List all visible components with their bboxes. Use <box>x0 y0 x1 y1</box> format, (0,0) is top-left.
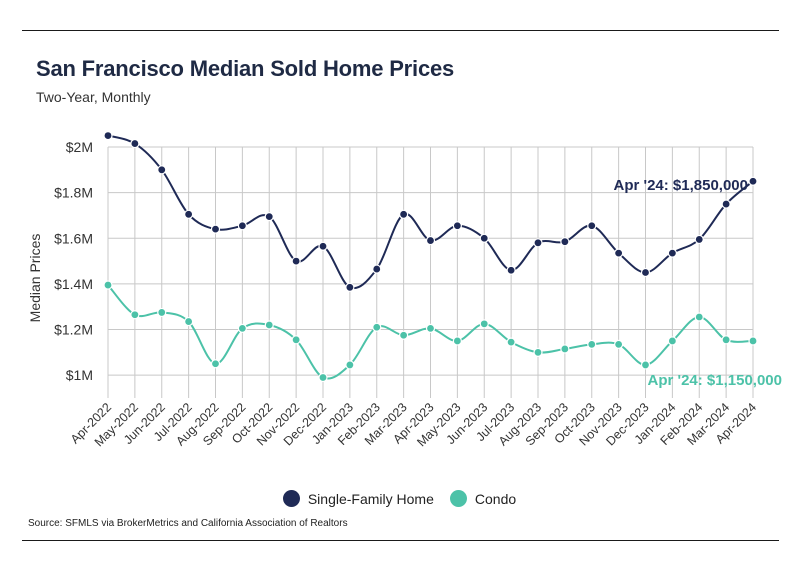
source-note: Source: SFMLS via BrokerMetrics and Cali… <box>28 518 348 529</box>
data-point-single-family <box>130 138 140 149</box>
data-point-single-family <box>291 256 301 266</box>
y-tick-label: $2M <box>66 139 93 155</box>
legend-swatch-condo <box>449 490 467 507</box>
legend-label-condo: Condo <box>474 490 517 507</box>
data-point-single-family <box>425 235 436 246</box>
y-tick-label: $1.4M <box>54 276 93 292</box>
data-point-condo <box>264 320 274 330</box>
y-axis-label: Median Prices <box>27 234 43 323</box>
y-tick-label: $1.2M <box>54 322 93 338</box>
y-tick-label: $1M <box>66 367 93 383</box>
data-point-single-family <box>318 241 328 251</box>
data-point-single-family <box>184 209 194 219</box>
chart-title: San Francisco Median Sold Home Prices <box>36 56 455 81</box>
data-point-condo <box>425 323 436 334</box>
data-point-condo <box>533 347 543 357</box>
data-point-single-family <box>210 224 221 234</box>
data-point-single-family <box>264 211 274 222</box>
data-point-single-family <box>452 221 462 231</box>
data-point-single-family <box>587 221 597 231</box>
data-point-condo <box>130 310 140 320</box>
data-point-condo <box>560 344 570 354</box>
data-point-single-family <box>694 234 704 245</box>
data-point-single-family <box>157 165 167 175</box>
data-point-single-family <box>533 238 543 248</box>
data-point-condo <box>452 336 462 346</box>
data-point-condo <box>345 360 355 370</box>
data-point-condo <box>103 280 113 290</box>
data-point-condo <box>667 336 677 346</box>
annotation-single-family: Apr '24: $1,850,000 <box>614 177 749 194</box>
data-point-condo <box>372 322 382 332</box>
chart-subtitle: Two-Year, Monthly <box>36 89 151 105</box>
top-rule <box>22 30 779 31</box>
data-point-condo <box>318 372 328 383</box>
data-point-condo <box>748 336 758 346</box>
data-point-single-family <box>721 199 731 209</box>
data-point-condo <box>640 360 651 370</box>
legend-label-single-family: Single-Family Home <box>307 490 434 507</box>
data-point-single-family <box>237 221 247 231</box>
data-point-condo <box>587 339 597 349</box>
chart-legend: Single-Family Home Condo <box>0 490 799 507</box>
data-point-single-family <box>614 248 624 258</box>
data-point-single-family <box>399 209 409 219</box>
bottom-rule <box>22 540 779 541</box>
legend-swatch-single-family <box>282 490 300 507</box>
data-point-condo <box>291 335 301 345</box>
legend-item-single-family: Single-Family Home <box>282 490 434 507</box>
legend-item-condo: Condo <box>449 490 517 507</box>
data-point-single-family <box>372 264 382 274</box>
data-point-condo <box>210 359 221 369</box>
y-tick-label: $1.8M <box>54 185 93 201</box>
data-point-condo <box>184 316 194 327</box>
data-point-single-family <box>560 237 570 247</box>
data-point-single-family <box>667 248 677 258</box>
data-point-single-family <box>748 176 758 186</box>
data-point-condo <box>506 337 516 347</box>
data-point-condo <box>614 339 624 349</box>
data-point-single-family <box>506 265 516 275</box>
data-point-condo <box>157 307 167 318</box>
data-point-condo <box>479 319 489 329</box>
data-point-condo <box>237 323 247 334</box>
y-tick-label: $1.6M <box>54 230 93 246</box>
data-point-single-family <box>103 130 113 141</box>
data-point-condo <box>399 330 409 340</box>
data-point-condo <box>721 335 731 345</box>
data-point-single-family <box>345 282 355 292</box>
data-point-condo <box>694 312 704 322</box>
data-point-single-family <box>640 267 651 278</box>
data-point-single-family <box>479 233 489 243</box>
annotation-condo: Apr '24: $1,150,000 <box>648 372 783 389</box>
